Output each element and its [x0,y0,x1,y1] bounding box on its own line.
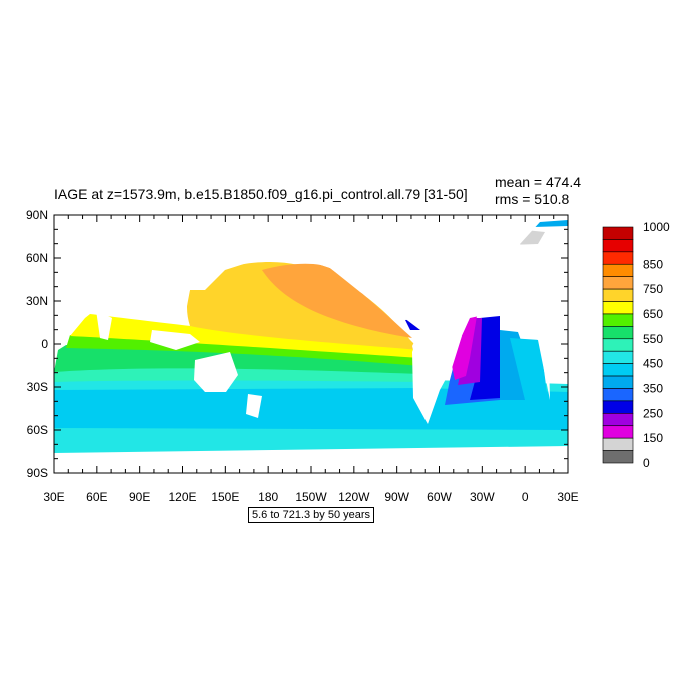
lon-tick-label: 120E [168,490,196,504]
lat-tick-label: 60N [26,251,48,265]
lon-tick-label: 180 [258,490,278,504]
colorbar-swatch [602,288,634,302]
colorbar-swatch [602,400,634,414]
colorbar-label: 750 [643,282,663,296]
lon-tick-label: 150W [295,490,327,504]
colorbar: 1000 850 750 650 550 450 350 250 150 0 [602,220,670,470]
rms-label: rms = 510.8 [495,191,570,207]
colorbar-swatch [602,301,634,315]
colorbar-swatch [602,326,634,340]
indo-pacific-spring [54,345,420,374]
mean-label: mean = 474.4 [495,174,582,190]
lon-tick-label: 90W [384,490,409,504]
colorbar-swatch [602,363,634,377]
land-greenland [420,226,500,250]
colorbar-swatch [602,350,634,364]
land-india [96,310,112,340]
lon-tick-label: 90E [129,490,150,504]
colorbar-label: 550 [643,332,663,346]
stats-box: mean = 474.4 rms = 510.8 [495,174,581,208]
colorbar-swatch [602,437,634,451]
southern-ocean-band-deep [54,428,568,452]
north-pacific-orange [262,263,412,338]
lon-tick-label: 0 [522,490,529,504]
lat-tick-label: 30N [26,294,48,308]
lon-tick-label: 150E [211,490,239,504]
southern-ocean-band-sky [54,388,568,435]
colorbar-swatch [602,375,634,389]
colorbar-label: 0 [643,456,650,470]
land-indonesia [150,330,200,350]
colorbar-label: 150 [643,431,663,445]
colorbar-swatch [602,239,634,253]
colorbar-label: 350 [643,381,663,395]
colorbar-label: 850 [643,257,663,271]
colorbar-swatch [602,425,634,439]
lat-tick-label: 60S [27,423,48,437]
lon-tick-label: 60W [427,490,452,504]
land-north-america [290,235,500,320]
colorbar-swatch [602,450,634,464]
colorbar-swatch [602,276,634,290]
ocean-field [54,215,568,473]
plot-title: IAGE at z=1573.9m, b.e15.B1850.f09_g16.p… [54,186,468,202]
lat-tick-label: 90N [26,208,48,222]
lon-tick-label: 30E [43,490,64,504]
colorbar-swatch [602,313,634,327]
lat-tick-label: 90S [27,466,48,480]
lat-tick-label: 30S [27,380,48,394]
lat-tick-label: 0 [41,337,48,351]
atlantic-east-cyan [510,338,548,400]
colorbar-label: 1000 [643,220,670,234]
colorbar-swatch [602,338,634,352]
colorbar-label: 450 [643,357,663,371]
land-south-america [412,325,462,424]
longitude-axis: 30E 60E 90E 120E 150E 180 150W 120W 90W 60W 30W 0 30… [43,215,579,504]
land-new-zealand [246,394,262,418]
indo-pacific-yellow [70,314,420,358]
lon-tick-label: 30W [470,490,495,504]
land-australia [194,352,238,392]
colorbar-label: 250 [643,406,663,420]
colorbar-swatch [602,413,634,427]
latitude-axis: 90N 60N 30N 0 30S 60S 90S [26,208,568,480]
lon-tick-label: 30E [557,490,578,504]
colorbar-swatch [602,251,634,265]
colorbar-swatch [602,388,634,402]
lon-tick-label: 60E [86,490,107,504]
contour-range-note: 5.6 to 721.3 by 50 years [248,507,375,523]
lon-tick-label: 120W [338,490,370,504]
colorbar-swatch [602,226,634,240]
colorbar-swatch [602,263,634,277]
colorbar-label: 650 [643,307,663,321]
